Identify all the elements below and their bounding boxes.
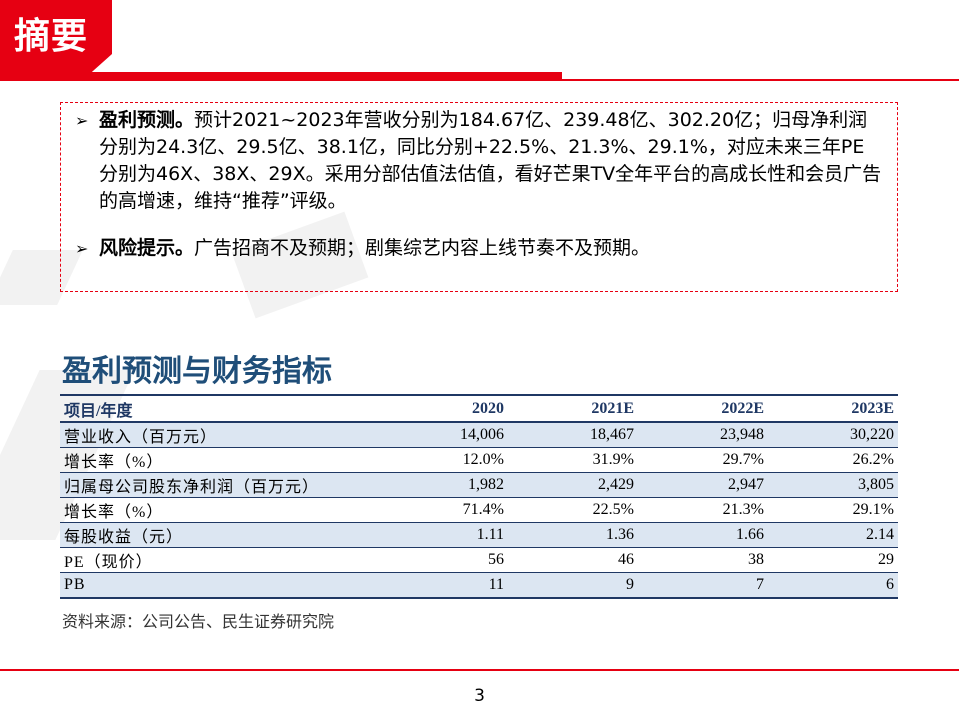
page-number: 3: [474, 686, 485, 706]
title-banner: [0, 0, 112, 72]
table-header-row: 项目/年度 2020 2021E 2022E 2023E: [60, 394, 898, 423]
row-label: 增长率（%）: [60, 497, 378, 523]
table-cell: 11: [378, 572, 508, 599]
bullet-risk-warning: ➢ 风险提示。广告招商不及预期；剧集综艺内容上线节奏不及预期。: [75, 235, 883, 262]
table-cell: 38: [638, 547, 768, 573]
table-cell: 9: [508, 572, 638, 599]
table-cell: 2,429: [508, 472, 638, 498]
table-cell: 6: [768, 572, 898, 599]
column-header: 2022E: [638, 394, 768, 423]
table-cell: 56: [378, 547, 508, 573]
table-cell: 1,982: [378, 472, 508, 498]
table-cell: 29.1%: [768, 497, 898, 523]
table-row: PE（现价） 56 46 38 29: [60, 547, 898, 573]
row-label: 营业收入（百万元）: [60, 422, 378, 448]
column-header: 2021E: [508, 394, 638, 423]
table-cell: 30,220: [768, 422, 898, 448]
table-cell: 29.7%: [638, 447, 768, 473]
table-cell: 1.11: [378, 522, 508, 548]
bullet-label: 盈利预测。: [99, 109, 195, 131]
arrow-bullet-icon: ➢: [75, 111, 89, 130]
financial-table: 项目/年度 2020 2021E 2022E 2023E 营业收入（百万元） 1…: [60, 394, 898, 599]
table-cell: 3,805: [768, 472, 898, 498]
table-cell: 23,948: [638, 422, 768, 448]
table-cell: 1.36: [508, 522, 638, 548]
row-label: PB: [60, 572, 378, 599]
header-divider-thin: [562, 79, 959, 81]
table-row: 每股收益（元） 1.11 1.36 1.66 2.14: [60, 522, 898, 548]
table-cell: 2,947: [638, 472, 768, 498]
arrow-bullet-icon: ➢: [75, 239, 89, 258]
source-note: 资料来源：公司公告、民生证券研究院: [62, 614, 335, 631]
table-cell: 18,467: [508, 422, 638, 448]
table-row: 营业收入（百万元） 14,006 18,467 23,948 30,220: [60, 422, 898, 448]
table-row: 增长率（%） 12.0% 31.9% 29.7% 26.2%: [60, 447, 898, 473]
row-label: 归属母公司股东净利润（百万元）: [60, 472, 378, 498]
table-cell: 22.5%: [508, 497, 638, 523]
row-label: 每股收益（元）: [60, 522, 378, 548]
row-label: 增长率（%）: [60, 447, 378, 473]
column-header: 2020: [378, 394, 508, 423]
column-header: 2023E: [768, 394, 898, 423]
column-header: 项目/年度: [60, 394, 378, 423]
row-label: PE（现价）: [60, 547, 378, 573]
table-row: PB 11 9 7 6: [60, 572, 898, 599]
table-cell: 12.0%: [378, 447, 508, 473]
table-cell: 14,006: [378, 422, 508, 448]
table-cell: 2.14: [768, 522, 898, 548]
bullet-label: 风险提示。: [99, 237, 195, 259]
table-row: 增长率（%） 71.4% 22.5% 21.3% 29.1%: [60, 497, 898, 523]
table-cell: 21.3%: [638, 497, 768, 523]
bullet-text: 预计2021~2023年营收分别为184.67亿、239.48亿、302.20亿…: [99, 109, 882, 212]
table-row: 归属母公司股东净利润（百万元） 1,982 2,429 2,947 3,805: [60, 472, 898, 498]
header-divider: [0, 72, 562, 81]
summary-box: ➢ 盈利预测。预计2021~2023年营收分别为184.67亿、239.48亿、…: [60, 102, 898, 292]
section-title: 盈利预测与财务指标: [62, 354, 332, 389]
table-cell: 26.2%: [768, 447, 898, 473]
table-cell: 1.66: [638, 522, 768, 548]
bullet-text: 广告招商不及预期；剧集综艺内容上线节奏不及预期。: [194, 237, 651, 259]
footer-divider: [0, 669, 959, 671]
table-cell: 31.9%: [508, 447, 638, 473]
table-cell: 71.4%: [378, 497, 508, 523]
table-cell: 7: [638, 572, 768, 599]
table-cell: 46: [508, 547, 638, 573]
page-title: 摘要: [14, 16, 89, 57]
table-cell: 29: [768, 547, 898, 573]
bullet-earnings-forecast: ➢ 盈利预测。预计2021~2023年营收分别为184.67亿、239.48亿、…: [75, 107, 883, 215]
